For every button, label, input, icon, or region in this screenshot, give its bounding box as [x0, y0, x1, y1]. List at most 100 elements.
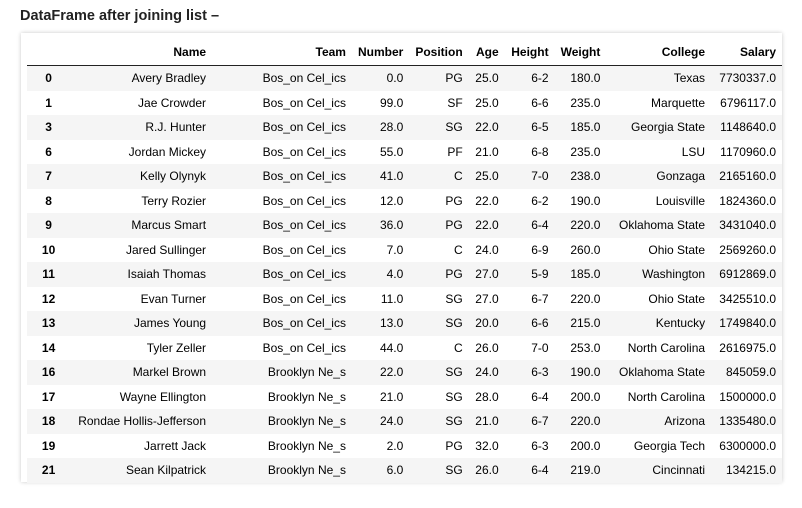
weight-cell: 190.0 — [570, 193, 601, 208]
weight-cell: 180.0 — [570, 71, 601, 86]
table-row: 12 Evan Turner Bos_on Cel_ics 11.0 SG 27.0 6-7… — [27, 286, 782, 311]
college-cell: Oklahoma State — [619, 365, 706, 380]
column-header-height: Height — [504, 39, 555, 66]
column-header-number: Number — [351, 39, 410, 66]
team-cell: Bos_on Cel_ics — [262, 316, 346, 331]
height-cell: 6-7 — [531, 291, 549, 306]
weight-cell: 200.0 — [570, 389, 601, 404]
height-cell: 6-2 — [531, 71, 549, 86]
position-cell: PF — [447, 144, 463, 159]
table-row: 7 Kelly Olynyk Bos_on Cel_ics 41.0 C 25.0 7-0 2… — [27, 164, 782, 189]
table-row: 6 Jordan Mickey Bos_on Cel_ics 55.0 PF 21.0 6-… — [27, 139, 782, 164]
column-header-team: Team — [212, 39, 352, 66]
table-row: 18 Rondae Hollis-Jefferson Brooklyn Ne_s 24… — [27, 409, 782, 434]
column-header-age: Age — [468, 39, 505, 66]
row-index: 19 — [41, 438, 56, 453]
team-cell: Brooklyn Ne_s — [267, 438, 346, 453]
number-cell: 0.0 — [386, 71, 404, 86]
height-cell: 6-4 — [531, 463, 549, 478]
table-row: 19 Jarrett Jack Brooklyn Ne_s 2.0 PG 32.0 6-3 2… — [27, 433, 782, 458]
age-cell: 21.0 — [475, 414, 499, 429]
age-cell: 22.0 — [475, 218, 499, 233]
age-cell: 25.0 — [475, 95, 499, 110]
team-cell: Bos_on Cel_ics — [262, 218, 346, 233]
weight-cell: 185.0 — [570, 120, 601, 135]
number-cell: 12.0 — [379, 193, 404, 208]
weight-cell: 235.0 — [570, 95, 601, 110]
age-cell: 24.0 — [475, 365, 499, 380]
name-cell: Evan Turner — [140, 291, 207, 306]
row-index: 18 — [41, 414, 56, 429]
position-cell: C — [453, 169, 463, 184]
number-cell: 2.0 — [386, 438, 404, 453]
name-cell: Markel Brown — [132, 365, 207, 380]
salary-cell: 1500000.0 — [719, 389, 776, 404]
row-index: 9 — [45, 218, 52, 233]
team-cell: Bos_on Cel_ics — [262, 169, 346, 184]
position-cell: PG — [445, 218, 463, 233]
salary-cell: 2165160.0 — [719, 169, 776, 184]
salary-cell: 1824360.0 — [719, 193, 776, 208]
row-index: 7 — [45, 169, 52, 184]
column-header-name: Name — [70, 39, 213, 66]
weight-cell: 219.0 — [570, 463, 601, 478]
age-cell: 25.0 — [475, 169, 499, 184]
table-row: 13 James Young Bos_on Cel_ics 13.0 SG 20.0 6-6… — [27, 311, 782, 336]
number-cell: 13.0 — [379, 316, 404, 331]
height-cell: 7-0 — [531, 169, 549, 184]
salary-cell: 6796117.0 — [720, 95, 776, 110]
table-row: 8 Terry Rozier Bos_on Cel_ics 12.0 PG 22.0 6-2… — [27, 188, 782, 213]
table-row: 14 Tyler Zeller Bos_on Cel_ics 44.0 C 26.0 7-0… — [27, 335, 782, 360]
column-header-position: Position — [409, 39, 469, 66]
table-row: 0 Avery Bradley Bos_on Cel_ics 0.0 PG 25.0 6-2… — [27, 65, 782, 91]
team-cell: Bos_on Cel_ics — [262, 120, 346, 135]
row-index: 11 — [42, 267, 55, 282]
row-index: 12 — [41, 291, 56, 306]
weight-cell: 260.0 — [570, 242, 601, 257]
college-cell: Louisville — [655, 193, 706, 208]
name-cell: Jared Sullinger — [126, 242, 207, 257]
number-cell: 41.0 — [379, 169, 404, 184]
age-cell: 27.0 — [475, 291, 499, 306]
table-row: 3 R.J. Hunter Bos_on Cel_ics 28.0 SG 22.0 6-5 1… — [27, 115, 782, 140]
position-cell: SF — [447, 95, 463, 110]
column-header-salary: Salary — [711, 39, 782, 66]
team-cell: Brooklyn Ne_s — [267, 389, 346, 404]
team-cell: Brooklyn Ne_s — [267, 463, 346, 478]
position-cell: PG — [445, 267, 463, 282]
name-cell: Sean Kilpatrick — [126, 463, 207, 478]
column-header-college: College — [606, 39, 712, 66]
salary-cell: 3425510.0 — [719, 291, 776, 306]
weight-cell: 220.0 — [570, 291, 601, 306]
row-index: 3 — [45, 120, 52, 135]
number-cell: 99.0 — [379, 95, 404, 110]
age-cell: 28.0 — [475, 389, 499, 404]
height-cell: 6-6 — [531, 95, 549, 110]
salary-cell: 134215.0 — [725, 463, 776, 478]
college-cell: Georgia Tech — [633, 438, 706, 453]
age-cell: 25.0 — [475, 71, 499, 86]
name-cell: Jae Crowder — [138, 95, 207, 110]
position-cell: SG — [445, 463, 463, 478]
name-cell: Terry Rozier — [141, 193, 207, 208]
weight-cell: 220.0 — [570, 414, 601, 429]
table-row: 9 Marcus Smart Bos_on Cel_ics 36.0 PG 22.0 6-4… — [27, 213, 782, 238]
team-cell: Bos_on Cel_ics — [262, 291, 346, 306]
name-cell: James Young — [133, 316, 207, 331]
position-cell: PG — [445, 438, 463, 453]
number-cell: 4.0 — [386, 267, 404, 282]
row-index: 6 — [45, 144, 52, 159]
row-index: 17 — [41, 389, 56, 404]
college-cell: Texas — [673, 71, 706, 86]
page-title: DataFrame after joining list – — [20, 8, 220, 24]
number-cell: 36.0 — [379, 218, 404, 233]
age-cell: 32.0 — [475, 438, 499, 453]
position-cell: SG — [445, 291, 463, 306]
name-cell: Marcus Smart — [131, 218, 207, 233]
row-index: 21 — [41, 463, 56, 478]
number-cell: 24.0 — [379, 414, 404, 429]
height-cell: 7-0 — [531, 340, 549, 355]
height-cell: 5-9 — [531, 267, 549, 282]
team-cell: Bos_on Cel_ics — [262, 95, 346, 110]
table-body: 0 Avery Bradley Bos_on Cel_ics 0.0 PG 25.0 6-2… — [27, 65, 782, 483]
